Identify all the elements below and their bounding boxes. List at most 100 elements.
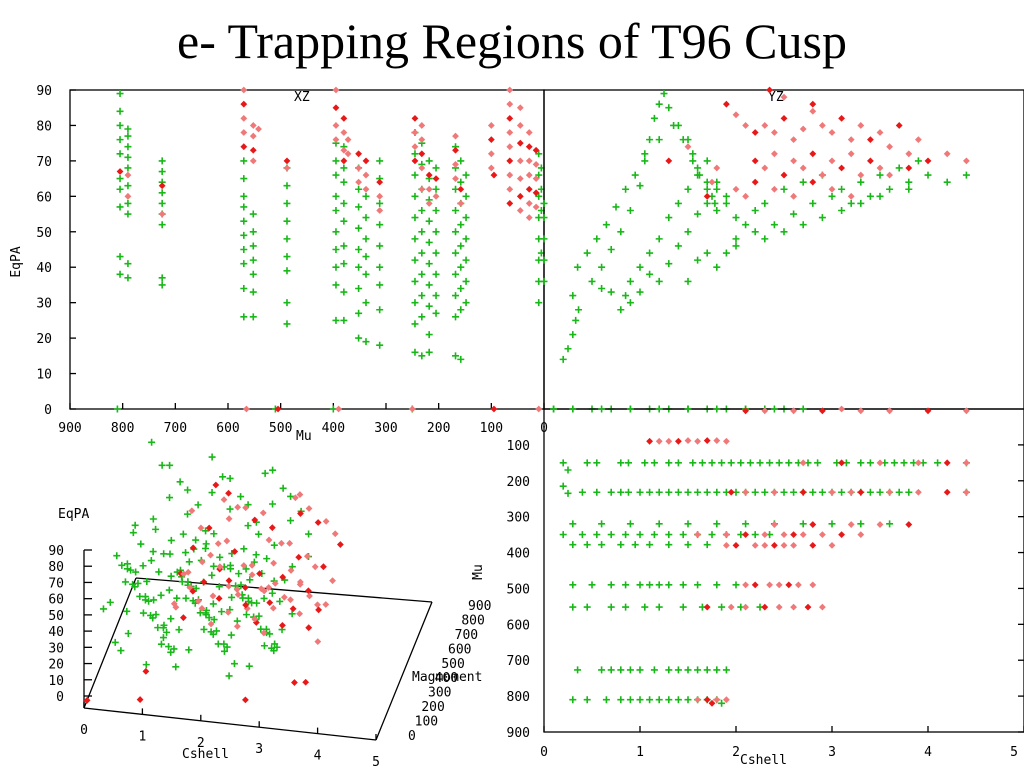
xz-point [535, 405, 543, 413]
xz-point [457, 221, 465, 229]
xz-point [283, 299, 291, 307]
cshell-mu-x-tick-label: 1 [636, 745, 644, 760]
xz-point [340, 260, 348, 268]
yz-point [838, 207, 846, 215]
xz-point [158, 199, 166, 207]
3d-point [129, 580, 137, 588]
yz-point [838, 185, 846, 193]
3d-point [224, 609, 232, 616]
cshell-mu-y-tick-label: 400 [507, 547, 530, 562]
xz-point [411, 171, 419, 179]
xz-point [158, 281, 166, 289]
yz-point [722, 199, 730, 207]
xz-point [418, 136, 426, 144]
cshell-mu-point [593, 459, 601, 467]
3d-point [139, 609, 147, 617]
3d-title: EqPA [58, 507, 89, 522]
3d-point [207, 620, 215, 628]
cshell-mu-point [742, 581, 749, 589]
xz-point [506, 185, 514, 193]
xz-point [116, 253, 124, 261]
cshell-mu-point [684, 437, 692, 444]
cshell-mu-point [866, 488, 874, 496]
cshell-mu-point [655, 696, 663, 704]
cshell-mu-point [703, 666, 711, 674]
3d-point [244, 522, 252, 530]
xz-point [432, 185, 440, 193]
xz-point [516, 192, 524, 200]
cshell-mu-point [924, 407, 932, 415]
cshell-mu-point [857, 488, 865, 496]
3d-x-tick-label: 2 [197, 736, 205, 751]
cshell-mu-point [718, 459, 726, 467]
cshell-mu-point [607, 581, 615, 589]
cshell-mu-point [713, 488, 721, 496]
cshell-mu-point [578, 531, 586, 539]
cshell-mu-point [742, 603, 749, 611]
xz-point [418, 122, 426, 129]
cshell-mu-point [607, 531, 615, 539]
yz-point [790, 136, 797, 144]
3d-point [303, 552, 311, 560]
3d-point [218, 608, 226, 616]
cshell-mu-point [713, 520, 721, 528]
cshell-mu-point [809, 581, 817, 589]
3d-z-tick-label: 90 [48, 544, 64, 559]
cshell-mu-points [550, 405, 970, 707]
cshell-mu-point [574, 666, 582, 674]
xz-point [340, 217, 348, 225]
yz-point [828, 192, 836, 200]
yz-point [588, 277, 596, 285]
cshell-mu-point [751, 531, 759, 539]
xz-point [462, 192, 470, 200]
cshell-mu-point [790, 488, 798, 496]
3d-point [296, 610, 304, 618]
yz-point [540, 235, 548, 243]
xz-point [452, 270, 460, 278]
yz-point [751, 178, 759, 186]
3d-point [147, 557, 155, 565]
yz-point [607, 288, 615, 296]
cshell-mu-point [617, 666, 625, 674]
3d-point [251, 615, 259, 623]
cshell-mu-point [626, 696, 634, 704]
xz-point [340, 129, 348, 136]
cshell-mu-point [622, 581, 630, 589]
cshell-mu-y-axis-label: Mu [471, 564, 486, 580]
yz-point [905, 185, 913, 193]
xz-point [432, 228, 440, 236]
3d-point [271, 579, 279, 587]
xz-y-tick-label: 70 [36, 155, 52, 170]
xz-y-tick-label: 40 [36, 261, 52, 276]
cshell-mu-point [886, 407, 893, 415]
xz-point [124, 164, 132, 172]
3d-point [220, 496, 228, 504]
cshell-mu-point [655, 603, 663, 611]
3d-point [242, 611, 250, 619]
xz-point [240, 192, 248, 200]
3d-y-tick-label: 800 [461, 613, 484, 628]
3d-point [210, 616, 218, 624]
cshell-mu-point [742, 531, 749, 539]
xz-point [332, 246, 340, 253]
xz-point [418, 228, 426, 236]
3d-point [304, 587, 312, 595]
yz-point [665, 104, 673, 112]
yz-point [857, 122, 865, 129]
yz-point [722, 249, 730, 257]
yz-point [723, 100, 730, 108]
cshell-mu-point [886, 520, 894, 528]
3d-point [314, 638, 322, 646]
3d-z-tick-label: 70 [48, 576, 64, 591]
yz-point [761, 122, 769, 129]
cshell-mu-point [727, 488, 735, 496]
xz-point [457, 185, 465, 193]
cshell-mu-x-ticks: 0 1 2 3 4 5 [540, 726, 1024, 760]
xz-point [116, 107, 124, 115]
xz-point [516, 139, 524, 147]
cshell-mu-point [751, 541, 759, 549]
xz-point [525, 185, 533, 193]
3d-point [279, 484, 287, 492]
cshell-mu-y-tick-label: 800 [507, 690, 530, 705]
xz-point [425, 157, 433, 165]
